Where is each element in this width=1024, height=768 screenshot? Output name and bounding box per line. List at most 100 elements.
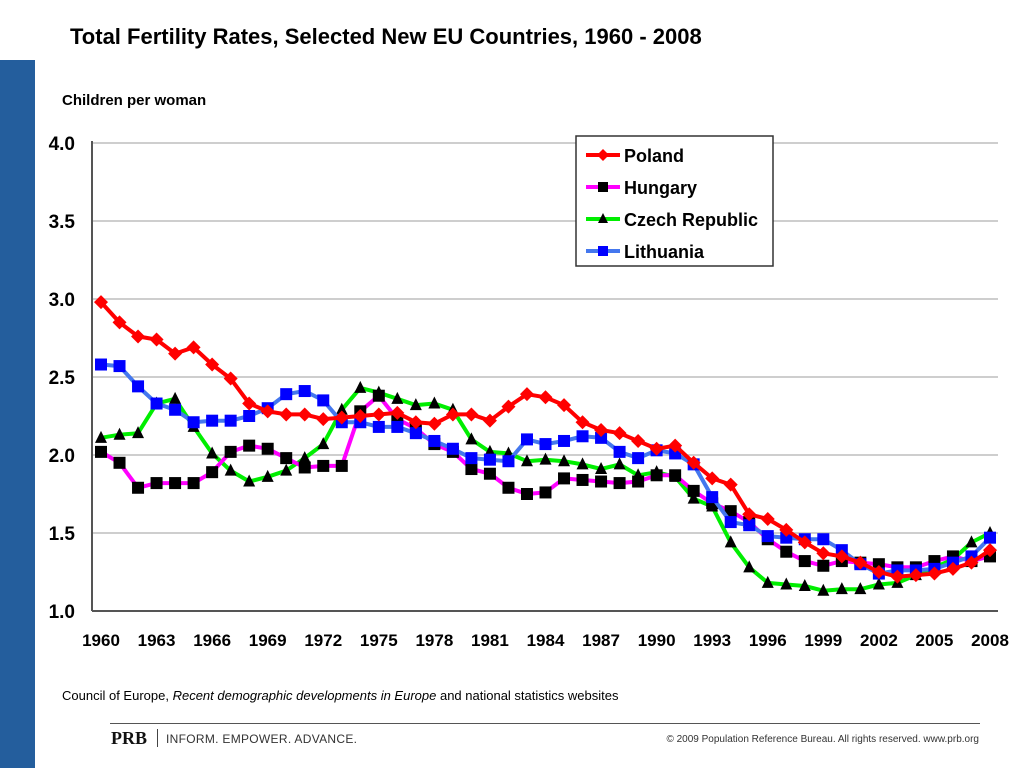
data-point-hungary <box>187 477 200 490</box>
data-point-hungary <box>502 481 515 494</box>
tagline: INFORM. EMPOWER. ADVANCE. <box>166 732 358 746</box>
data-point-lithuania <box>446 442 459 455</box>
gridlines <box>92 142 998 534</box>
data-point-hungary <box>243 439 256 452</box>
data-point-czech-republic <box>687 491 700 504</box>
data-point-lithuania <box>632 452 645 465</box>
data-point-poland <box>353 409 368 423</box>
data-point-czech-republic <box>761 575 774 588</box>
source-title: Recent demographic developments in Europ… <box>172 688 437 703</box>
data-point-poland <box>390 405 405 420</box>
data-point-poland <box>834 549 849 564</box>
legend-marker <box>597 149 609 161</box>
data-point-poland <box>538 390 553 405</box>
x-tick-label: 1969 <box>249 631 287 650</box>
data-point-hungary <box>576 473 589 486</box>
data-point-czech-republic <box>132 426 145 439</box>
data-point-poland <box>112 315 127 330</box>
x-tick-label: 1984 <box>527 631 565 650</box>
data-point-poland <box>131 329 146 344</box>
data-point-poland <box>760 511 775 526</box>
data-point-lithuania <box>724 516 737 529</box>
data-point-czech-republic <box>854 582 867 595</box>
data-point-poland <box>223 371 238 386</box>
x-tick-label: 1966 <box>193 631 231 650</box>
data-point-czech-republic <box>261 469 274 482</box>
source-suffix: and national statistics websites <box>436 688 619 703</box>
tick-labels: 1.0 1.5 2.0 2.5 3.0 3.5 4.0 1960 1963 1966 1969 197… <box>49 134 1009 650</box>
data-point-poland <box>853 555 868 570</box>
data-point-hungary <box>613 477 626 490</box>
legend-item-czech-republic: Czech Republic <box>586 210 758 230</box>
data-point-lithuania <box>761 530 774 543</box>
x-tick-label: 1960 <box>82 631 120 650</box>
data-point-czech-republic <box>224 463 237 476</box>
data-point-poland <box>408 415 423 430</box>
data-point-lithuania <box>576 430 589 443</box>
data-point-hungary <box>113 456 126 469</box>
data-point-poland <box>334 410 349 425</box>
data-point-poland <box>205 357 220 372</box>
legend-label: Poland <box>624 146 684 166</box>
data-point-czech-republic <box>243 474 256 487</box>
legend-label: Lithuania <box>624 242 705 262</box>
line-chart: 1.0 1.5 2.0 2.5 3.0 3.5 4.0 1960 1963 1966 1969 197… <box>49 134 1009 650</box>
legend-item-hungary: Hungary <box>586 178 697 198</box>
source-note: Council of Europe, Recent demographic de… <box>62 688 618 703</box>
data-point-lithuania <box>502 455 515 468</box>
data-point-poland <box>297 407 312 422</box>
data-point-czech-republic <box>206 446 219 459</box>
data-point-czech-republic <box>539 452 552 465</box>
data-point-poland <box>871 565 886 579</box>
x-tick-label: 1963 <box>138 631 176 650</box>
data-point-lithuania <box>483 453 496 466</box>
data-point-lithuania <box>817 533 830 546</box>
footer-divider <box>110 723 980 724</box>
data-point-czech-republic <box>280 463 293 476</box>
data-point-czech-republic <box>835 582 848 595</box>
data-point-hungary <box>169 477 182 490</box>
x-tick-label: 1972 <box>304 631 342 650</box>
series-lines <box>94 295 997 596</box>
legend-marker <box>598 246 608 256</box>
data-point-poland <box>149 332 164 347</box>
y-axis-unit-label: Children per woman <box>62 92 207 109</box>
data-point-poland <box>279 407 294 422</box>
legend-marker <box>598 213 608 223</box>
data-point-hungary <box>520 488 533 500</box>
data-point-hungary <box>298 461 311 474</box>
data-point-lithuania <box>613 445 626 458</box>
data-point-hungary <box>817 559 830 572</box>
data-point-czech-republic <box>780 577 793 590</box>
x-tick-label: 2008 <box>971 631 1009 650</box>
y-tick-label: 2.0 <box>49 446 75 467</box>
data-point-poland <box>668 438 683 453</box>
data-point-lithuania <box>372 420 385 433</box>
x-tick-label: 2005 <box>916 631 954 650</box>
data-point-hungary <box>372 389 385 402</box>
data-point-lithuania <box>409 427 422 440</box>
data-point-poland <box>260 404 275 419</box>
data-point-lithuania <box>465 452 478 465</box>
y-tick-label: 1.0 <box>49 602 75 623</box>
data-point-czech-republic <box>95 430 107 443</box>
data-point-lithuania <box>984 531 996 544</box>
x-tick-label: 2002 <box>860 631 898 650</box>
y-tick-label: 4.0 <box>49 134 75 155</box>
data-point-czech-republic <box>113 427 126 440</box>
data-point-lithuania <box>224 414 237 427</box>
data-point-czech-republic <box>169 391 182 404</box>
data-point-lithuania <box>132 380 145 393</box>
data-point-lithuania <box>169 403 182 416</box>
legend-label: Hungary <box>624 178 697 198</box>
data-point-poland <box>816 546 831 561</box>
data-point-poland <box>779 522 794 537</box>
data-point-hungary <box>669 469 682 482</box>
y-tick-label: 2.5 <box>49 368 76 389</box>
data-point-lithuania <box>95 358 107 371</box>
data-point-lithuania <box>113 360 126 373</box>
data-point-poland <box>557 398 572 413</box>
x-tick-label: 1975 <box>360 631 398 650</box>
data-point-poland <box>371 407 386 422</box>
source-prefix: Council of Europe, <box>62 688 173 703</box>
